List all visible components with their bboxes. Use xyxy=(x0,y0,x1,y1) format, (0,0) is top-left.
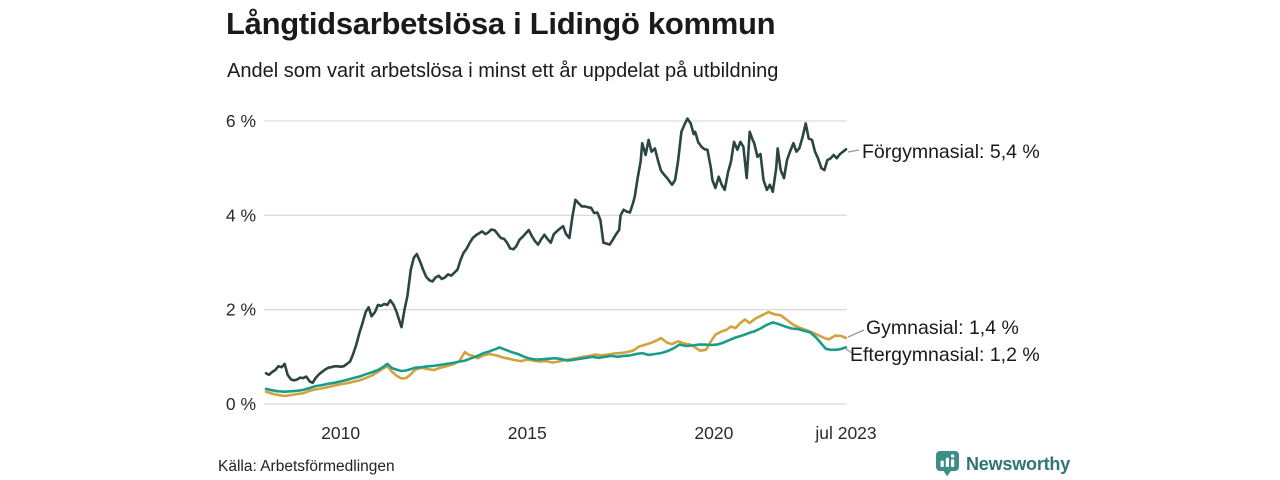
series-line-gymnasial xyxy=(264,310,848,398)
label-connector xyxy=(847,329,865,338)
x-tick-label: jul 2023 xyxy=(814,423,876,443)
series-line-eftergymnasial xyxy=(264,321,848,394)
x-tick-label: 2020 xyxy=(694,423,733,443)
source-note: Källa: Arbetsförmedlingen xyxy=(218,458,395,475)
y-tick-label: 0 % xyxy=(226,394,256,414)
x-tick-label: 2015 xyxy=(508,423,547,443)
chart-title: Långtidsarbetslösa i Lidingö kommun xyxy=(226,6,776,41)
label-connector xyxy=(845,348,853,354)
y-tick-label: 6 % xyxy=(226,111,256,131)
y-tick-label: 2 % xyxy=(226,300,256,320)
newsworthy-logo-icon xyxy=(936,451,959,477)
label-connector xyxy=(847,149,860,153)
brand: Newsworthy xyxy=(936,451,1070,477)
brand-name: Newsworthy xyxy=(966,453,1071,474)
series-end-label-forgymnasial: Förgymnasial: 5,4 % xyxy=(862,141,1040,163)
chart-subtitle: Andel som varit arbetslösa i minst ett å… xyxy=(227,60,779,82)
y-tick-label: 4 % xyxy=(226,205,256,225)
series-end-label-eftergymnasial: Eftergymnasial: 1,2 % xyxy=(850,344,1040,366)
x-tick-label: 2010 xyxy=(321,423,360,443)
series-line-förgymnasial xyxy=(264,117,848,385)
series-end-label-gymnasial: Gymnasial: 1,4 % xyxy=(866,317,1019,339)
